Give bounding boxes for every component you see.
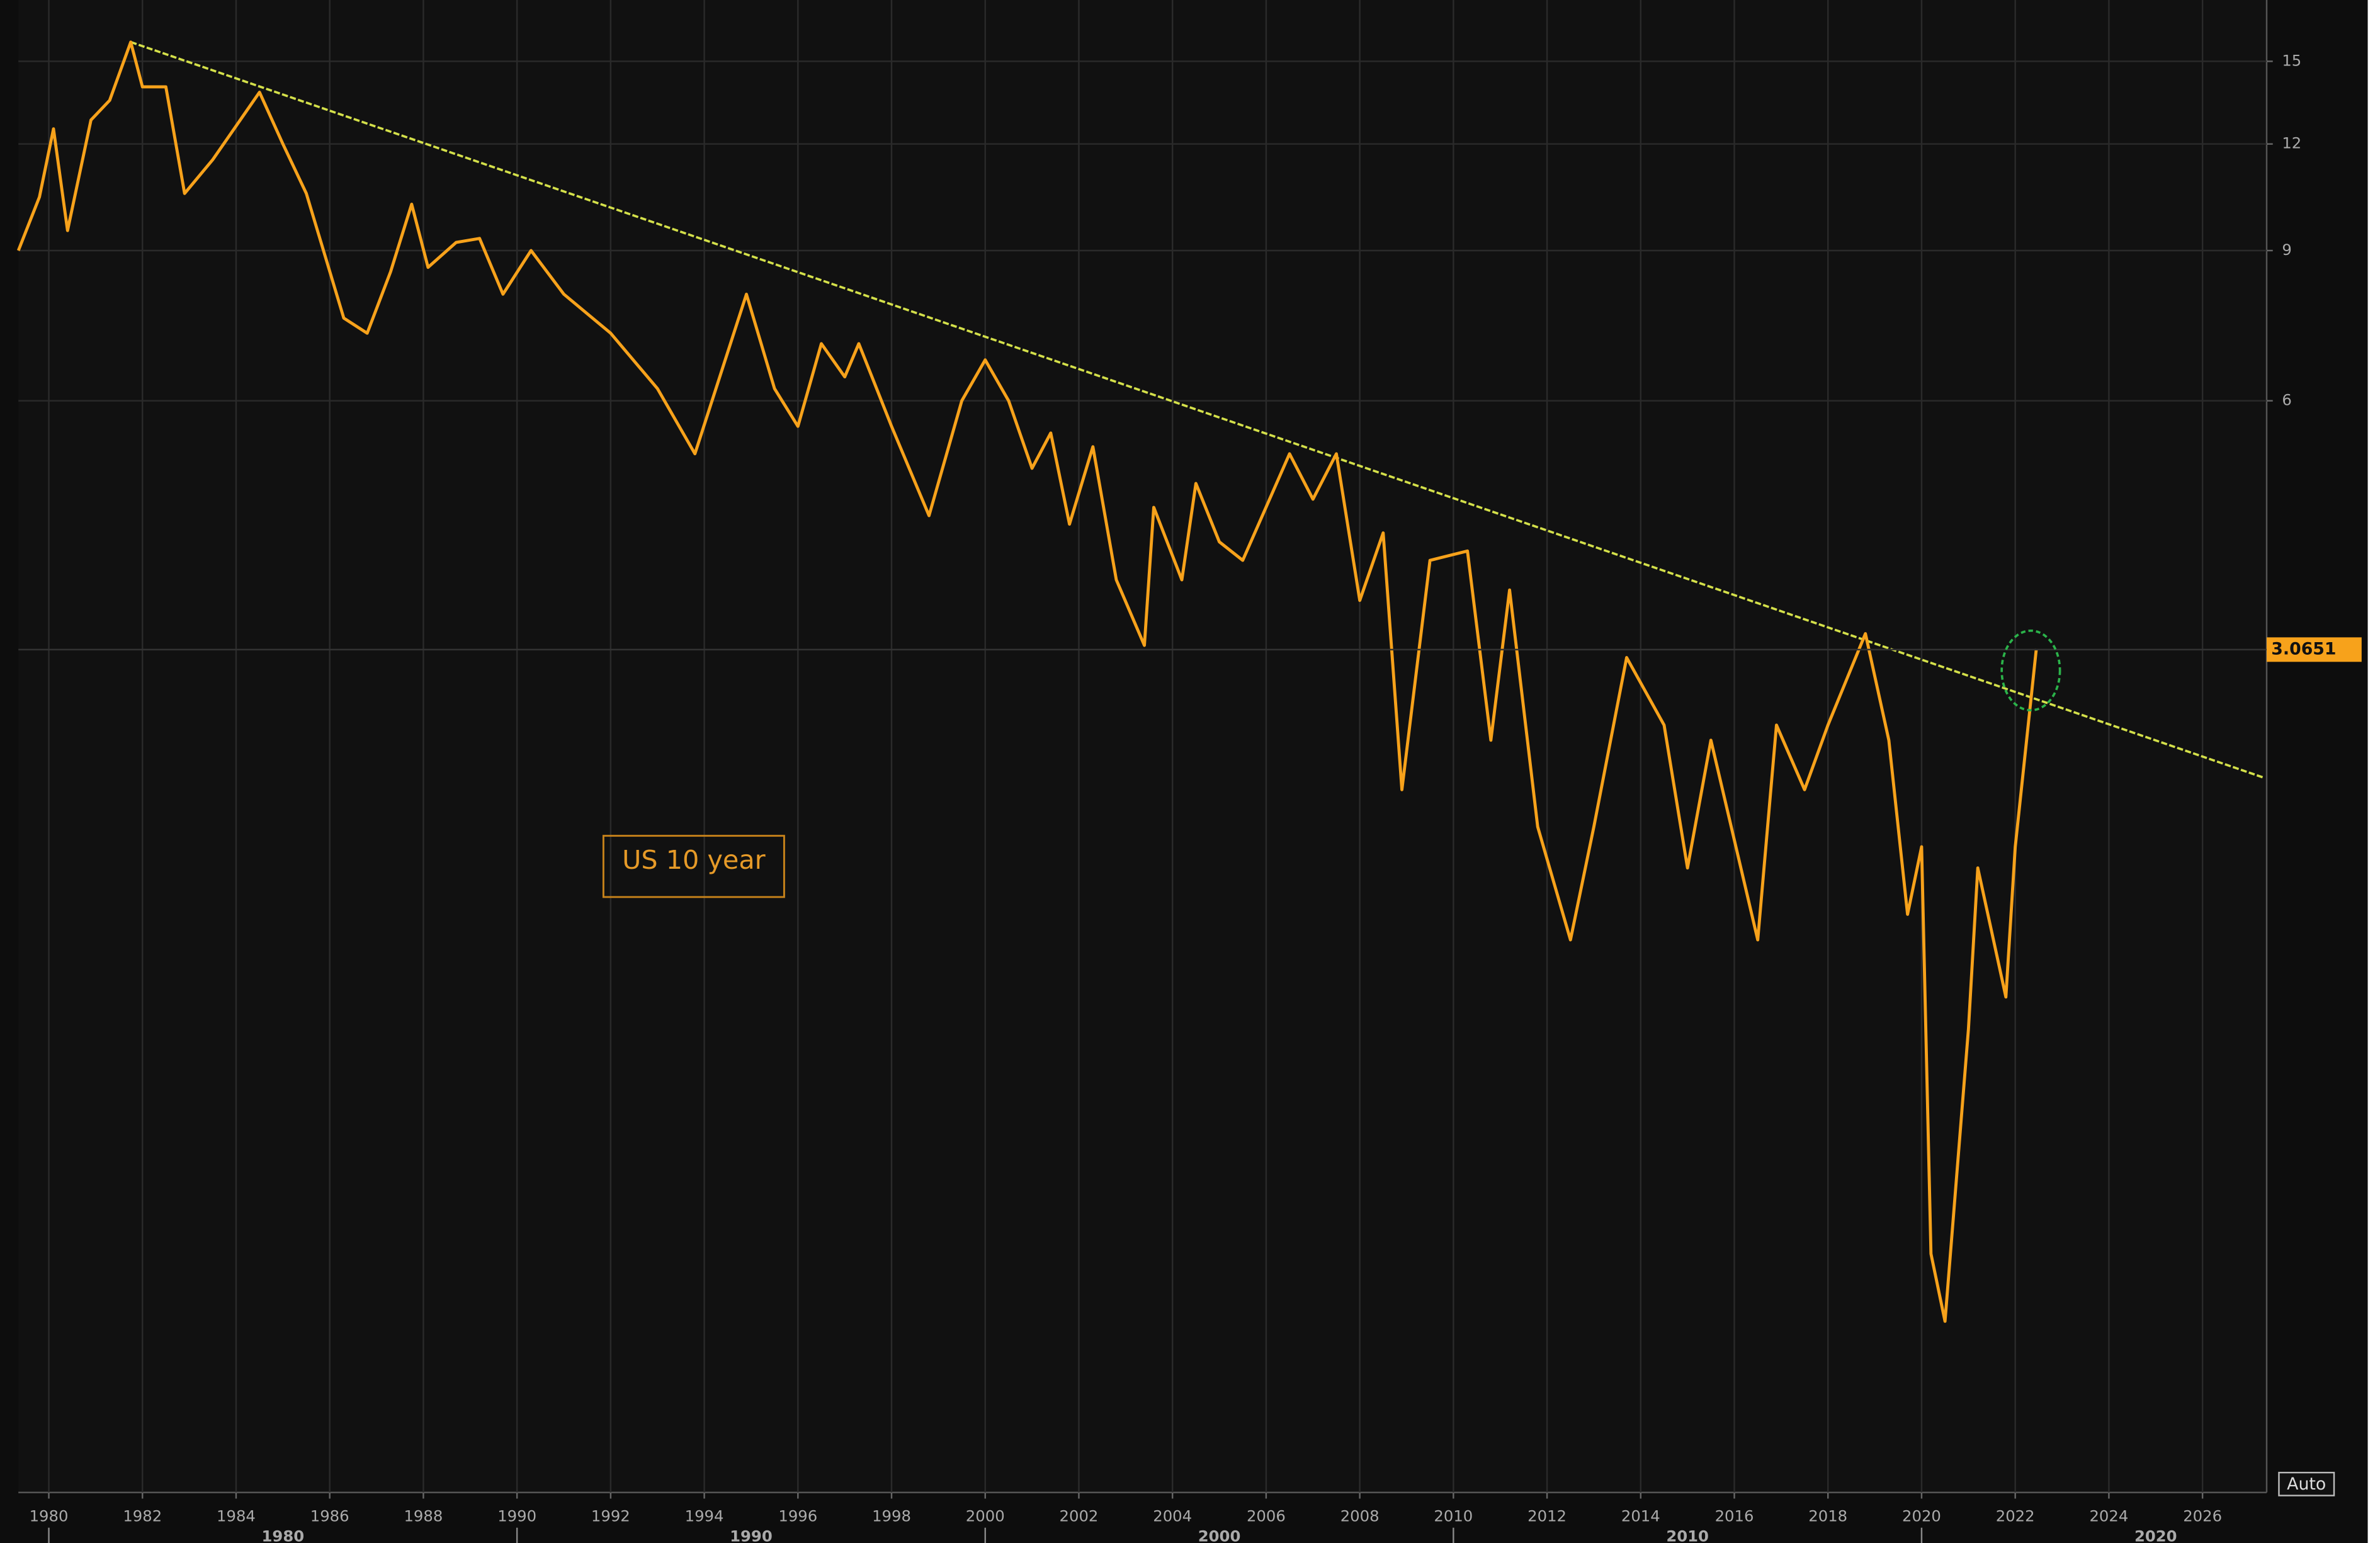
x-tick-label: 2024 — [2089, 1507, 2128, 1525]
x-tick-label: 2018 — [1808, 1507, 1847, 1525]
y-tick-label: 9 — [2282, 240, 2291, 259]
x-tick-label: 1982 — [123, 1507, 162, 1525]
x-tick-label: 2002 — [1060, 1507, 1099, 1525]
x-tick-label: 2022 — [1996, 1507, 2035, 1525]
x-tick-label: 2014 — [1621, 1507, 1660, 1525]
x-tick-label: 2004 — [1153, 1507, 1192, 1525]
y-tick-label: 6 — [2282, 391, 2291, 409]
decade-label: 1980 — [262, 1527, 305, 1543]
x-tick-label: 1996 — [778, 1507, 817, 1525]
highlight-circle — [2000, 629, 2061, 712]
x-tick-label: 1984 — [217, 1507, 256, 1525]
auto-button[interactable] — [2278, 1471, 2335, 1496]
series-label: US 10 year — [622, 845, 766, 875]
x-tick-label: 1986 — [310, 1507, 349, 1525]
x-tick-label: 1998 — [872, 1507, 911, 1525]
x-tick-label: 1992 — [591, 1507, 630, 1525]
x-tick-label: 1988 — [404, 1507, 443, 1525]
x-tick-label: 2026 — [2183, 1507, 2222, 1525]
plot-area — [18, 0, 2267, 1493]
series-label-box — [602, 835, 785, 898]
auto-button-label[interactable]: Auto — [2287, 1474, 2326, 1494]
x-tick-label: 2006 — [1247, 1507, 1286, 1525]
y-tick-label: 12 — [2282, 134, 2301, 152]
decade-label: 2020 — [2134, 1527, 2177, 1543]
y-tick-label: 15 — [2282, 51, 2301, 69]
x-tick-label: 2008 — [1340, 1507, 1380, 1525]
decade-label: 1990 — [730, 1527, 773, 1543]
x-tick-label: 1990 — [497, 1507, 536, 1525]
x-tick-label: 2020 — [1902, 1507, 1941, 1525]
x-tick-label: 2012 — [1527, 1507, 1567, 1525]
last-value-label: 3.0651 — [2271, 639, 2336, 658]
x-tick-label: 1994 — [685, 1507, 724, 1525]
x-tick-label: 2000 — [966, 1507, 1005, 1525]
last-value-box — [2267, 637, 2362, 662]
trendline — [130, 41, 2264, 779]
decade-label: 2010 — [1666, 1527, 1709, 1543]
series-line — [16, 40, 2038, 1323]
decade-label: 2000 — [1198, 1527, 1241, 1543]
x-tick-label: 2016 — [1715, 1507, 1754, 1525]
x-tick-label: 1980 — [30, 1507, 69, 1525]
x-tick-label: 2010 — [1434, 1507, 1473, 1525]
